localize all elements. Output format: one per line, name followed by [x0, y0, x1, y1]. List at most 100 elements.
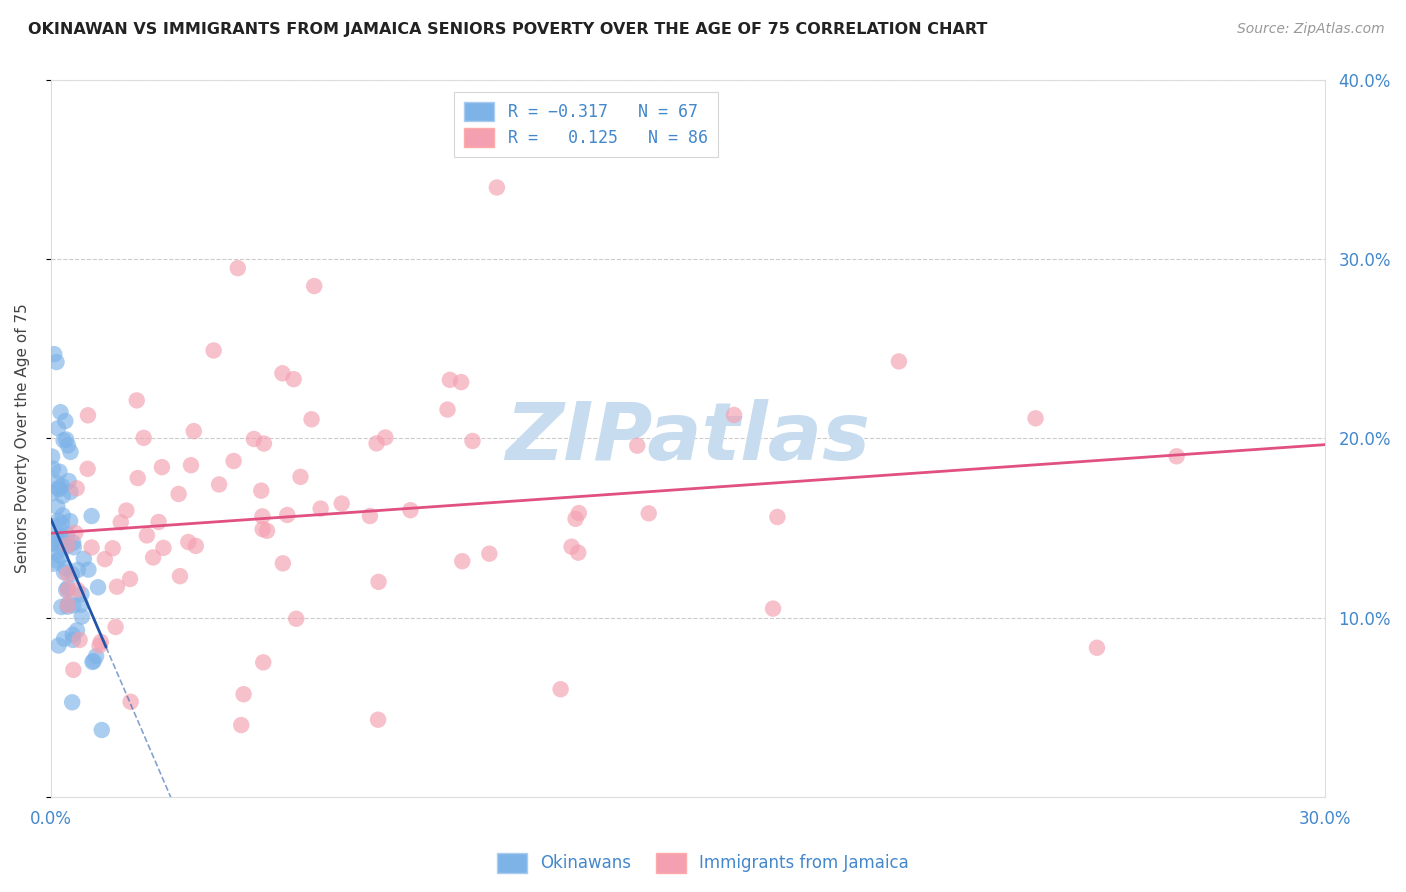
Point: [70, 609, 93, 624]
Legend: R = −0.317   N = 67, R =   0.125   N = 86: R = −0.317 N = 67, R = 0.125 N = 86: [454, 92, 718, 157]
Point: [243, 432, 266, 446]
Point: [51, 516, 73, 531]
Point: [561, 540, 583, 554]
Point: [169, 569, 191, 583]
Point: [69, 632, 91, 647]
Point: [51, 479, 73, 493]
Point: [301, 412, 323, 426]
Point: [66, 481, 89, 495]
Point: [887, 354, 910, 368]
Point: [49, 405, 72, 419]
Point: [461, 434, 484, 448]
Point: [58, 597, 80, 611]
Point: [49, 549, 72, 564]
Point: [290, 470, 312, 484]
Y-axis label: Seniors Poverty Over the Age of 75: Seniors Poverty Over the Age of 75: [15, 303, 30, 574]
Point: [52, 541, 75, 555]
Point: [41, 536, 63, 550]
Point: [202, 343, 225, 358]
Point: [374, 430, 396, 444]
Point: [56, 581, 79, 595]
Text: OKINAWAN VS IMMIGRANTS FROM JAMAICA SENIORS POVERTY OVER THE AGE OF 75 CORRELATI: OKINAWAN VS IMMIGRANTS FROM JAMAICA SENI…: [28, 22, 987, 37]
Point: [62, 663, 84, 677]
Point: [148, 515, 170, 529]
Point: [115, 503, 138, 517]
Point: [56, 567, 79, 582]
Point: [62, 599, 84, 613]
Point: [105, 580, 128, 594]
Point: [167, 487, 190, 501]
Point: [1085, 640, 1108, 655]
Point: [80, 541, 103, 555]
Point: [252, 509, 274, 524]
Point: [56, 538, 79, 552]
Text: Source: ZipAtlas.com: Source: ZipAtlas.com: [1237, 22, 1385, 37]
Point: [271, 366, 294, 380]
Point: [222, 454, 245, 468]
Point: [48, 482, 70, 496]
Point: [84, 649, 107, 664]
Text: ZIPatlas: ZIPatlas: [506, 400, 870, 477]
Point: [152, 541, 174, 555]
Point: [41, 536, 63, 550]
Point: [59, 485, 82, 500]
Point: [110, 516, 132, 530]
Point: [276, 508, 298, 522]
Point: [478, 547, 501, 561]
Point: [46, 500, 69, 514]
Point: [65, 525, 87, 540]
Point: [567, 546, 589, 560]
Point: [256, 524, 278, 538]
Point: [45, 355, 67, 369]
Point: [231, 718, 253, 732]
Point: [70, 587, 93, 601]
Point: [56, 538, 79, 552]
Point: [46, 475, 69, 490]
Point: [59, 445, 82, 459]
Point: [66, 563, 89, 577]
Point: [1025, 411, 1047, 425]
Point: [62, 535, 84, 549]
Point: [53, 565, 76, 579]
Point: [41, 486, 63, 500]
Point: [62, 628, 84, 642]
Point: [183, 424, 205, 438]
Point: [83, 654, 105, 668]
Point: [42, 557, 65, 571]
Point: [53, 632, 76, 646]
Point: [436, 402, 458, 417]
Point: [52, 508, 75, 523]
Point: [135, 528, 157, 542]
Point: [485, 180, 508, 194]
Point: [208, 477, 231, 491]
Point: [42, 461, 65, 475]
Point: [77, 409, 100, 423]
Point: [41, 450, 63, 464]
Point: [62, 541, 84, 555]
Point: [367, 713, 389, 727]
Point: [45, 531, 67, 545]
Point: [104, 620, 127, 634]
Point: [56, 583, 79, 598]
Point: [125, 393, 148, 408]
Point: [90, 635, 112, 649]
Point: [44, 347, 66, 361]
Point: [66, 582, 89, 597]
Point: [53, 414, 76, 428]
Point: [56, 598, 79, 612]
Point: [89, 639, 111, 653]
Point: [73, 551, 96, 566]
Point: [44, 519, 66, 533]
Point: [80, 509, 103, 524]
Point: [367, 574, 389, 589]
Point: [101, 541, 124, 556]
Legend: Okinawans, Immigrants from Jamaica: Okinawans, Immigrants from Jamaica: [491, 847, 915, 880]
Point: [762, 601, 785, 615]
Point: [52, 434, 75, 448]
Point: [450, 375, 472, 389]
Point: [48, 514, 70, 528]
Point: [46, 554, 69, 568]
Point: [150, 460, 173, 475]
Point: [142, 550, 165, 565]
Point: [568, 506, 591, 520]
